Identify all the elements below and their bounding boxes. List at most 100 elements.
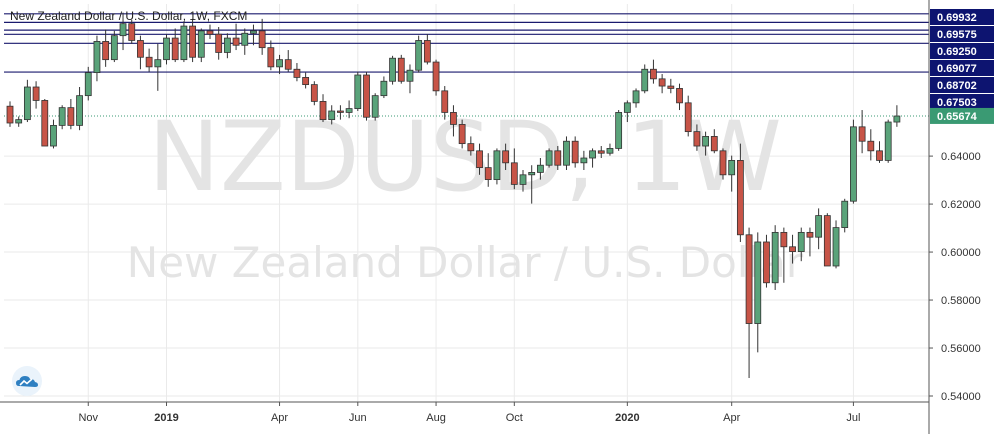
candle[interactable] <box>450 105 457 137</box>
candle[interactable] <box>276 54 283 75</box>
candle[interactable] <box>441 86 449 120</box>
candle[interactable] <box>15 116 23 127</box>
candle[interactable] <box>267 40 275 71</box>
candle[interactable] <box>23 79 31 123</box>
candle[interactable] <box>250 24 257 46</box>
candle[interactable] <box>58 105 66 130</box>
candle[interactable] <box>736 143 744 242</box>
candle[interactable] <box>684 95 692 137</box>
candle[interactable] <box>858 110 866 154</box>
candle[interactable] <box>293 63 301 82</box>
candle[interactable] <box>780 227 788 283</box>
candle[interactable] <box>93 35 101 82</box>
candle[interactable] <box>171 28 179 63</box>
candle[interactable] <box>797 227 805 262</box>
candle[interactable] <box>702 131 709 156</box>
candle[interactable] <box>519 170 527 192</box>
candle[interactable] <box>337 105 344 120</box>
candle[interactable] <box>232 23 240 51</box>
candle[interactable] <box>563 136 570 171</box>
candle[interactable] <box>815 208 823 250</box>
candle[interactable] <box>710 129 718 154</box>
candle[interactable] <box>397 54 405 84</box>
candle[interactable] <box>154 43 162 91</box>
candle[interactable] <box>163 34 170 65</box>
candle[interactable] <box>771 225 779 290</box>
tradingview-logo[interactable] <box>12 366 42 396</box>
candle[interactable] <box>380 76 388 99</box>
candle[interactable] <box>6 101 14 127</box>
candle[interactable] <box>406 64 414 94</box>
candle[interactable] <box>206 24 214 40</box>
candle[interactable] <box>832 220 840 269</box>
candle[interactable] <box>423 34 431 65</box>
candle[interactable] <box>302 72 310 89</box>
candle[interactable] <box>145 48 153 72</box>
candle[interactable] <box>476 143 483 175</box>
candle[interactable] <box>536 158 544 180</box>
candle[interactable] <box>554 146 562 171</box>
candle[interactable] <box>589 148 596 168</box>
candle[interactable] <box>467 136 475 156</box>
candle[interactable] <box>137 35 144 70</box>
candle[interactable] <box>493 148 501 185</box>
candle[interactable] <box>432 59 440 96</box>
candle[interactable] <box>110 30 118 63</box>
candle[interactable] <box>893 105 901 127</box>
candle[interactable] <box>658 74 666 94</box>
candle[interactable] <box>197 28 205 63</box>
candle[interactable] <box>650 59 657 84</box>
candle[interactable] <box>76 87 83 131</box>
candle[interactable] <box>284 50 292 72</box>
candle[interactable] <box>580 150 588 171</box>
candle[interactable] <box>867 129 875 161</box>
candle[interactable] <box>389 55 396 85</box>
candle[interactable] <box>667 78 675 94</box>
candle[interactable] <box>676 83 683 111</box>
candle[interactable] <box>571 136 579 168</box>
candle[interactable] <box>458 119 466 149</box>
candle[interactable] <box>884 119 892 163</box>
candle[interactable] <box>719 148 727 180</box>
candle[interactable] <box>415 35 423 73</box>
candle[interactable] <box>806 227 814 257</box>
candle[interactable] <box>876 141 883 163</box>
candle[interactable] <box>850 119 857 204</box>
candle[interactable] <box>502 143 510 171</box>
candle[interactable] <box>528 165 536 204</box>
candle[interactable] <box>310 81 318 106</box>
candle[interactable] <box>641 64 649 94</box>
candle[interactable] <box>50 119 57 149</box>
candle[interactable] <box>180 21 188 63</box>
candle[interactable] <box>728 155 736 192</box>
candle[interactable] <box>345 100 353 119</box>
candle[interactable] <box>632 88 640 108</box>
candle[interactable] <box>67 99 75 130</box>
candle[interactable] <box>354 71 362 111</box>
candle[interactable] <box>615 110 623 151</box>
candle[interactable] <box>745 227 753 379</box>
candle[interactable] <box>545 148 553 168</box>
candle[interactable] <box>258 18 266 55</box>
candle[interactable] <box>32 81 40 109</box>
candle[interactable] <box>328 105 336 125</box>
candle[interactable] <box>693 124 701 151</box>
candle[interactable] <box>606 143 614 156</box>
candle[interactable] <box>241 28 249 55</box>
candle[interactable] <box>119 12 127 51</box>
candle[interactable] <box>363 71 370 121</box>
candle[interactable] <box>128 19 136 44</box>
candle[interactable] <box>823 213 831 267</box>
candle[interactable] <box>84 66 92 101</box>
candle[interactable] <box>41 99 49 147</box>
candle[interactable] <box>841 198 849 233</box>
candle[interactable] <box>510 148 518 190</box>
candle[interactable] <box>623 100 631 123</box>
candle[interactable] <box>597 146 605 159</box>
candle[interactable] <box>102 29 110 67</box>
candle[interactable] <box>223 33 231 59</box>
candle[interactable] <box>754 232 762 353</box>
candle[interactable] <box>189 18 196 63</box>
candle[interactable] <box>789 234 796 264</box>
